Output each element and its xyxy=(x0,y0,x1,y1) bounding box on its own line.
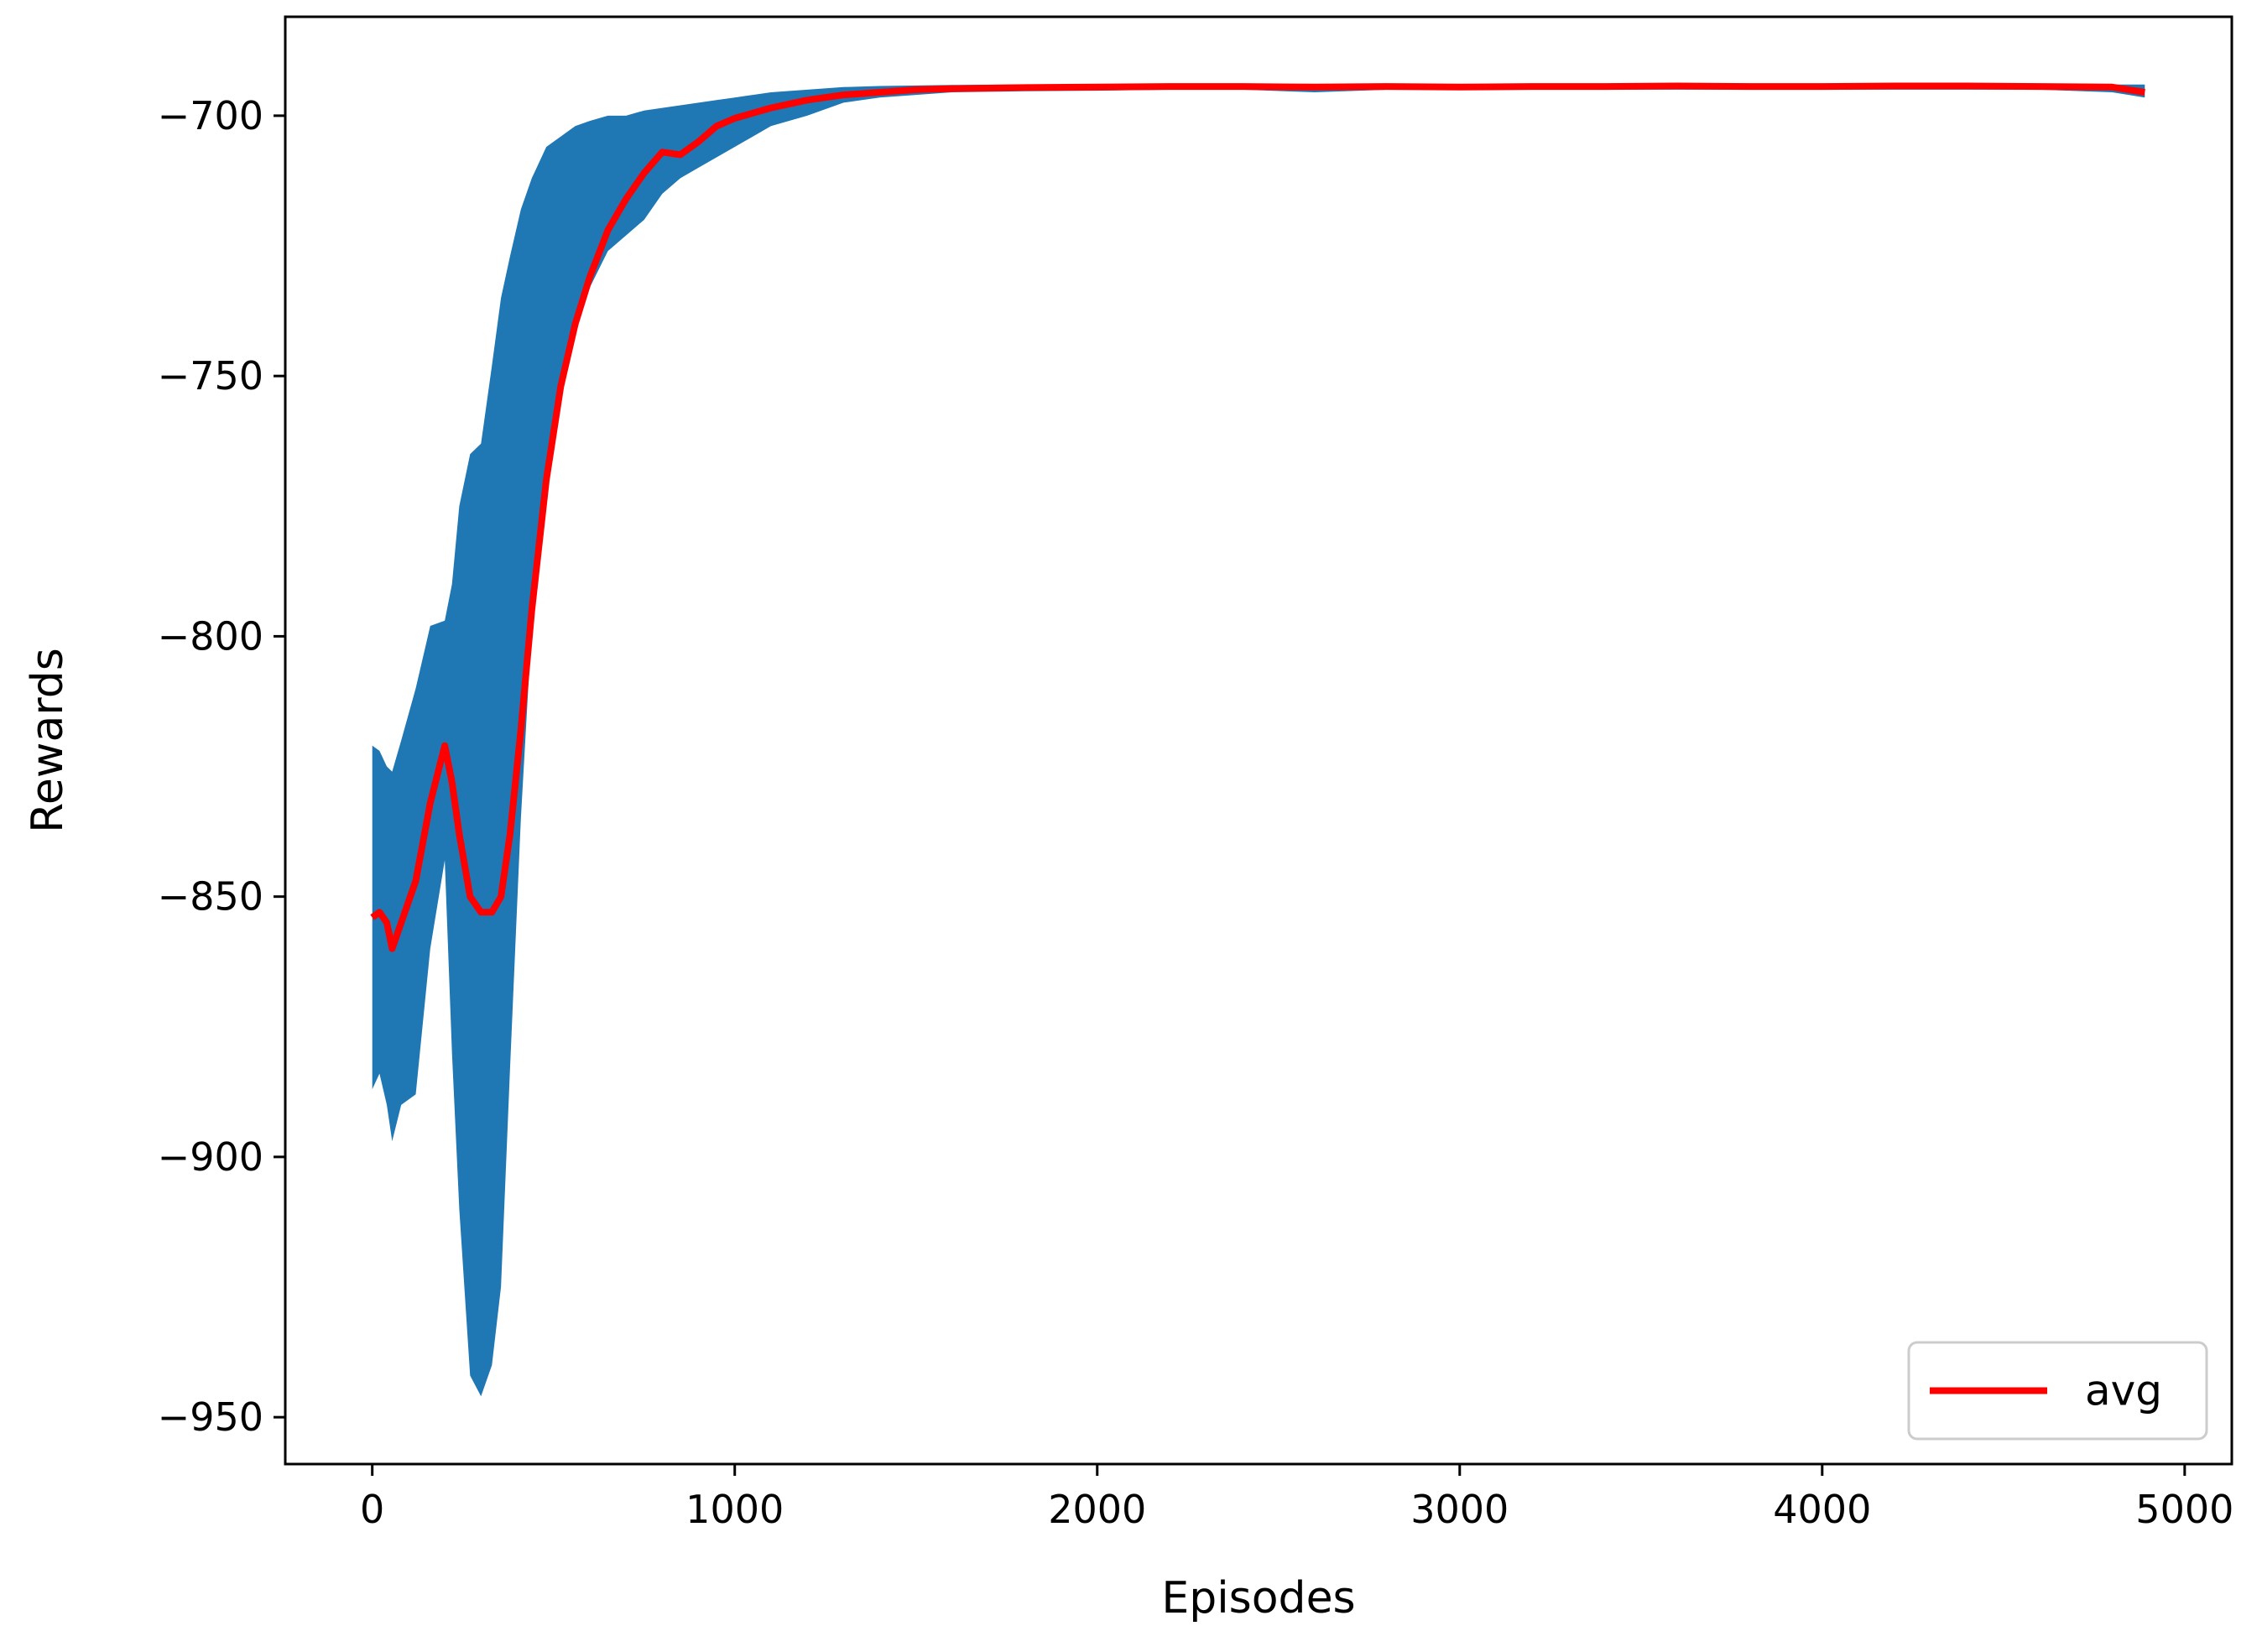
x-tick-label: 2000 xyxy=(1048,1487,1146,1532)
legend-label: avg xyxy=(2085,1367,2162,1415)
x-tick-label: 4000 xyxy=(1773,1487,1871,1532)
axes: 0 1000 2000 3000 4000 5000 −700 −750 −800 −850 −90… xyxy=(23,15,2233,1623)
legend: avg xyxy=(1907,1341,2208,1441)
series-0-band xyxy=(372,84,2145,1397)
axes-frame xyxy=(284,15,2233,1466)
x-tick-label: 3000 xyxy=(1410,1487,1509,1532)
y-axis-label: Rewards xyxy=(23,648,73,833)
y-tick-label: −850 xyxy=(158,874,263,920)
plot-area xyxy=(370,82,2145,1397)
y-tick-label: −900 xyxy=(158,1134,263,1180)
y-tick-label: −800 xyxy=(158,613,263,659)
legend-box xyxy=(1907,1341,2208,1441)
x-axis-label: Episodes xyxy=(1161,1573,1355,1623)
series-0-line xyxy=(370,82,2145,952)
y-tick-label: −700 xyxy=(158,93,263,138)
x-tick-label: 0 xyxy=(360,1487,384,1532)
y-tick-label: −750 xyxy=(158,353,263,399)
x-tick-label: 5000 xyxy=(2135,1487,2233,1532)
x-tick-label: 1000 xyxy=(685,1487,784,1532)
y-tick-label: −950 xyxy=(158,1394,263,1440)
